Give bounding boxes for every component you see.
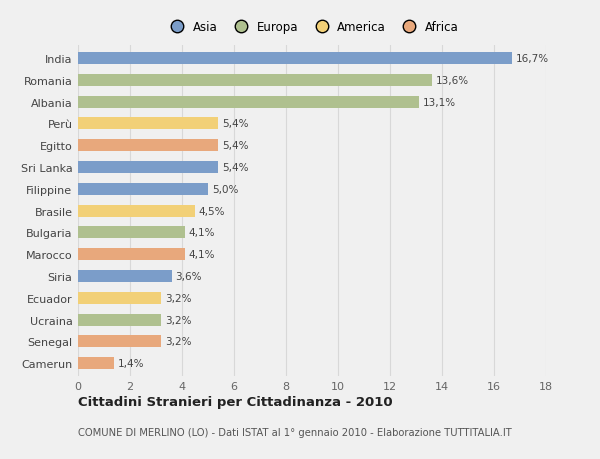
Bar [78, 184, 208, 196]
Bar [78, 249, 185, 261]
Bar [78, 358, 115, 369]
Text: 3,6%: 3,6% [176, 271, 202, 281]
Text: 3,2%: 3,2% [165, 315, 191, 325]
Bar [78, 118, 218, 130]
Text: 5,4%: 5,4% [223, 119, 249, 129]
Bar [78, 227, 185, 239]
Text: COMUNE DI MERLINO (LO) - Dati ISTAT al 1° gennaio 2010 - Elaborazione TUTTITALIA: COMUNE DI MERLINO (LO) - Dati ISTAT al 1… [78, 427, 512, 437]
Text: 3,2%: 3,2% [165, 293, 191, 303]
Bar [78, 96, 419, 108]
Bar [78, 336, 161, 347]
Bar [78, 292, 161, 304]
Bar [78, 162, 218, 174]
Text: 4,1%: 4,1% [188, 250, 215, 260]
Legend: Asia, Europa, America, Africa: Asia, Europa, America, Africa [163, 19, 461, 36]
Text: 16,7%: 16,7% [516, 54, 549, 64]
Text: 5,0%: 5,0% [212, 185, 238, 195]
Text: Cittadini Stranieri per Cittadinanza - 2010: Cittadini Stranieri per Cittadinanza - 2… [78, 395, 392, 408]
Bar [78, 314, 161, 326]
Text: 13,1%: 13,1% [422, 97, 455, 107]
Bar [78, 140, 218, 152]
Bar [78, 53, 512, 65]
Bar [78, 75, 431, 87]
Text: 4,1%: 4,1% [188, 228, 215, 238]
Bar [78, 270, 172, 282]
Text: 13,6%: 13,6% [436, 76, 469, 86]
Text: 5,4%: 5,4% [223, 162, 249, 173]
Text: 3,2%: 3,2% [165, 336, 191, 347]
Text: 4,5%: 4,5% [199, 206, 226, 216]
Bar [78, 205, 195, 217]
Text: 5,4%: 5,4% [223, 141, 249, 151]
Text: 1,4%: 1,4% [118, 358, 145, 368]
